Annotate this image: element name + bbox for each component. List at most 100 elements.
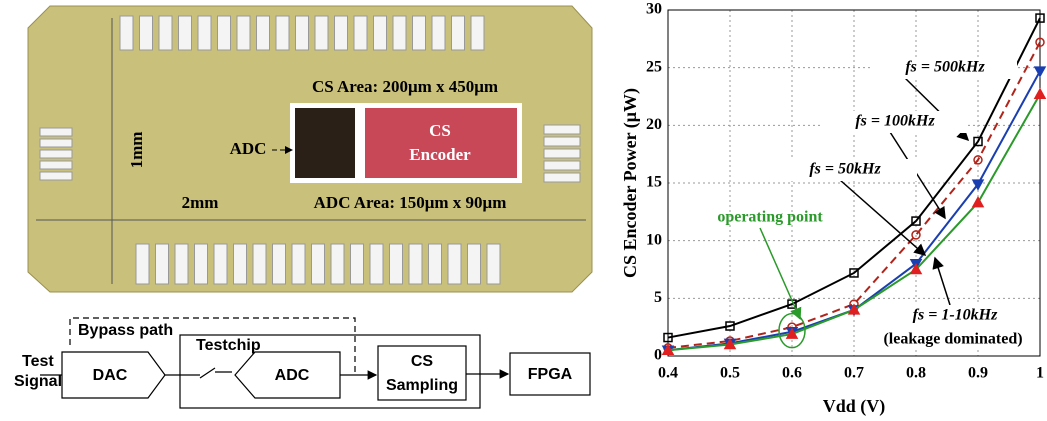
label: Sampling	[386, 377, 458, 394]
pad	[315, 16, 328, 50]
pad	[159, 16, 172, 50]
pad	[413, 16, 426, 50]
label: ADC Area: 150μm x 90μm	[314, 193, 507, 212]
x-tick-label: 1	[1036, 365, 1044, 382]
marker	[973, 198, 983, 207]
label: Test	[22, 353, 54, 370]
pad	[487, 244, 500, 284]
pad	[544, 137, 580, 146]
label: CS	[411, 353, 434, 370]
pad	[253, 244, 266, 284]
pad	[175, 244, 188, 284]
x-axis-label: Vdd (V)	[823, 396, 886, 417]
y-tick-label: 10	[646, 231, 662, 248]
label: 2mm	[182, 193, 219, 212]
pad	[374, 16, 387, 50]
cs-block	[365, 108, 517, 178]
annotation: operating point	[717, 209, 823, 226]
label: CS Area: 200μm x 450μm	[312, 77, 498, 96]
y-tick-label: 30	[646, 1, 662, 18]
series-label: fs = 50kHz	[809, 161, 881, 178]
pad	[452, 16, 465, 50]
pad	[40, 172, 72, 180]
label: CS	[429, 121, 451, 140]
pad	[40, 161, 72, 169]
y-tick-label: 0	[654, 347, 662, 364]
series-label: fs = 1-10kHz	[913, 307, 998, 324]
x-tick-label: 0.4	[658, 365, 678, 382]
pad	[237, 16, 250, 50]
pad	[273, 244, 286, 284]
annotation-arrow	[760, 228, 800, 319]
y-tick-label: 20	[646, 116, 662, 133]
pad	[198, 16, 211, 50]
pad	[544, 125, 580, 134]
pad	[354, 16, 367, 50]
pad	[214, 244, 227, 284]
switch	[200, 368, 232, 378]
pad	[40, 150, 72, 158]
marker	[1035, 89, 1045, 98]
pad	[292, 244, 305, 284]
pad	[432, 16, 445, 50]
pad	[140, 16, 153, 50]
pad	[429, 244, 442, 284]
pad	[390, 244, 403, 284]
pad	[276, 16, 289, 50]
label: ADC	[230, 139, 267, 158]
label: Signal	[14, 373, 62, 390]
figure-svg: CS Area: 200μm x 450μm ADC CS Encoder 1m…	[0, 0, 1047, 421]
pad	[393, 16, 406, 50]
adc-block	[295, 108, 355, 178]
x-tick-label: 0.7	[844, 365, 864, 382]
label: Bypass path	[78, 322, 173, 339]
x-tick-label: 0.9	[968, 365, 988, 382]
label: FPGA	[528, 366, 573, 383]
pad	[195, 244, 208, 284]
pad	[218, 16, 231, 50]
chip-photo: CS Area: 200μm x 450μm ADC CS Encoder 1m…	[28, 6, 592, 292]
label: DAC	[93, 367, 128, 384]
label: Testchip	[196, 337, 261, 354]
pad	[471, 16, 484, 50]
pad	[40, 128, 72, 136]
pad	[331, 244, 344, 284]
pad	[409, 244, 422, 284]
pad	[544, 149, 580, 158]
y-tick-label: 5	[654, 289, 662, 306]
pad	[179, 16, 192, 50]
pad	[296, 16, 309, 50]
y-axis-label: CS Encoder Power (μW)	[620, 88, 641, 278]
x-tick-label: 0.5	[720, 365, 740, 382]
y-tick-label: 25	[646, 58, 662, 75]
annotation-arrow	[935, 258, 950, 305]
label: 1mm	[127, 132, 146, 169]
label: ADC	[275, 367, 310, 384]
figure: CS Area: 200μm x 450μm ADC CS Encoder 1m…	[0, 0, 1047, 421]
chart: 0 5 10 15 20 25 30 0.4 0.5 0.6 0.7 0.8 0.9 1 Vdd (V) CS…	[620, 1, 1045, 417]
pad	[312, 244, 325, 284]
pad	[544, 173, 580, 182]
pad	[40, 139, 72, 147]
pad	[544, 161, 580, 170]
pad	[234, 244, 247, 284]
pad	[351, 244, 364, 284]
pad	[468, 244, 481, 284]
annotation: (leakage dominated)	[883, 331, 1022, 348]
pad	[156, 244, 169, 284]
pad	[370, 244, 383, 284]
series-label: fs = 100kHz	[855, 113, 935, 130]
block-diagram: Bypass path Test Signal DAC Testchip ADC…	[14, 318, 590, 408]
pad	[120, 16, 133, 50]
x-tick-label: 0.6	[782, 365, 802, 382]
y-tick-label: 15	[646, 174, 662, 191]
pad	[448, 244, 461, 284]
marker	[912, 231, 920, 239]
series-label: fs = 500kHz	[905, 59, 985, 76]
label: Encoder	[409, 145, 471, 164]
x-tick-label: 0.8	[906, 365, 926, 382]
pad	[136, 244, 149, 284]
marker	[1035, 67, 1045, 76]
pad	[335, 16, 348, 50]
pad	[257, 16, 270, 50]
